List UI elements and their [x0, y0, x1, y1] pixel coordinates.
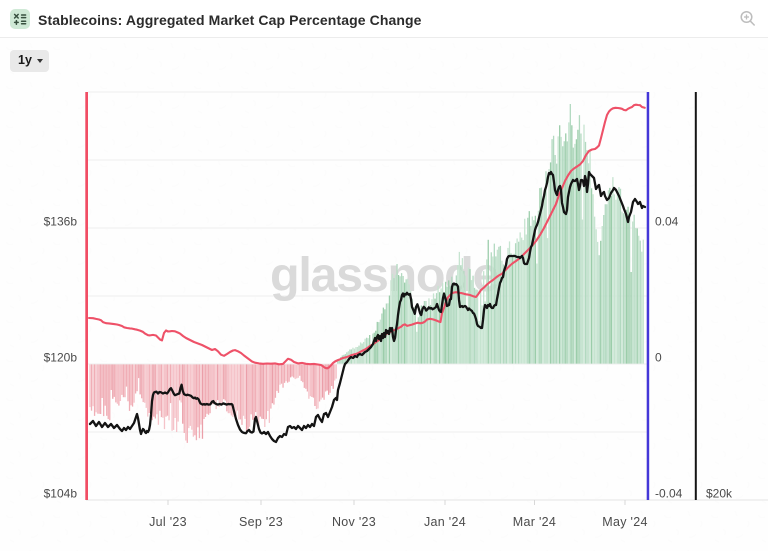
svg-text:Sep '23: Sep '23	[239, 515, 283, 529]
svg-text:Nov '23: Nov '23	[332, 515, 376, 529]
svg-text:-0.04: -0.04	[655, 487, 683, 501]
svg-text:0: 0	[655, 351, 662, 365]
svg-text:Jan '24: Jan '24	[424, 515, 466, 529]
svg-text:May '24: May '24	[602, 515, 647, 529]
svg-text:$120b: $120b	[44, 351, 78, 365]
svg-text:0.04: 0.04	[655, 215, 679, 229]
svg-text:$104b: $104b	[44, 487, 78, 501]
svg-text:Jul '23: Jul '23	[149, 515, 187, 529]
svg-text:$20k: $20k	[706, 487, 733, 501]
svg-text:Mar '24: Mar '24	[513, 515, 556, 529]
svg-text:$136b: $136b	[44, 215, 78, 229]
